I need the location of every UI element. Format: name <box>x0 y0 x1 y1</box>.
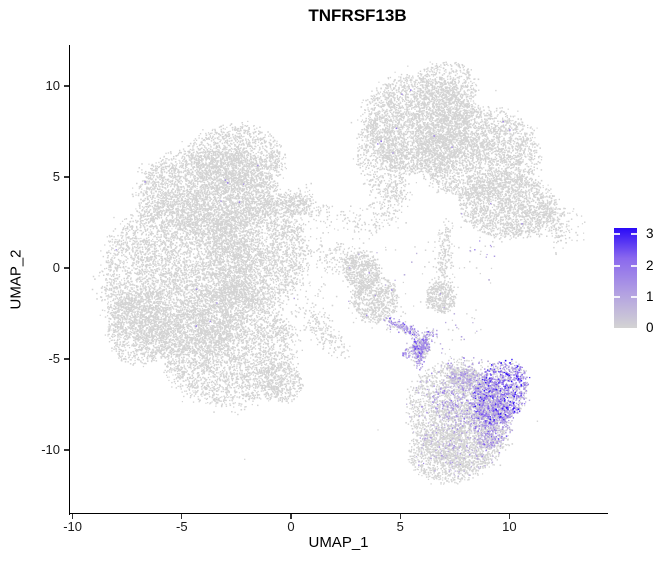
colorbar-notch <box>631 233 637 236</box>
scatter-canvas <box>70 45 607 513</box>
y-tick-mark <box>63 358 69 360</box>
x-tick-label: -10 <box>63 519 82 534</box>
colorbar-notch <box>614 264 620 267</box>
y-tick-label: 10 <box>45 77 60 93</box>
x-tick-mark <box>181 514 183 520</box>
x-tick-mark <box>508 514 510 520</box>
y-axis-label-wrap: UMAP_2 <box>4 45 28 513</box>
x-axis-label: UMAP_1 <box>308 534 369 551</box>
colorbar-notch <box>614 233 620 236</box>
colorbar-tick-label: 0 <box>646 320 654 335</box>
y-tick-label: 0 <box>52 259 60 275</box>
x-tick-label: -5 <box>176 519 188 534</box>
colorbar-tick-label: 3 <box>646 226 654 242</box>
colorbar-tick-label: 1 <box>646 288 654 304</box>
y-axis-line <box>68 45 70 515</box>
y-tick-label: -5 <box>48 351 60 366</box>
plot-title: TNFRSF13B <box>308 6 407 25</box>
y-axis-label: UMAP_2 <box>7 248 25 310</box>
x-tick-label: 0 <box>287 519 295 534</box>
y-tick-mark <box>63 176 69 178</box>
x-tick-mark <box>399 514 401 520</box>
y-tick-mark <box>63 267 69 269</box>
x-axis-line <box>68 513 608 515</box>
x-tick-label: 10 <box>502 519 517 534</box>
y-tick-label: -10 <box>41 442 60 458</box>
x-tick-label: 5 <box>396 519 404 534</box>
x-tick-mark <box>72 514 74 520</box>
colorbar-gradient <box>614 228 637 328</box>
y-tick-label: 5 <box>52 168 60 184</box>
colorbar-notch <box>631 264 637 267</box>
x-tick-mark <box>290 514 292 520</box>
colorbar-tick-label: 2 <box>646 257 654 273</box>
colorbar-notch <box>614 295 620 298</box>
y-tick-mark <box>63 449 69 451</box>
colorbar-notch <box>631 295 637 298</box>
y-tick-mark <box>63 85 69 87</box>
